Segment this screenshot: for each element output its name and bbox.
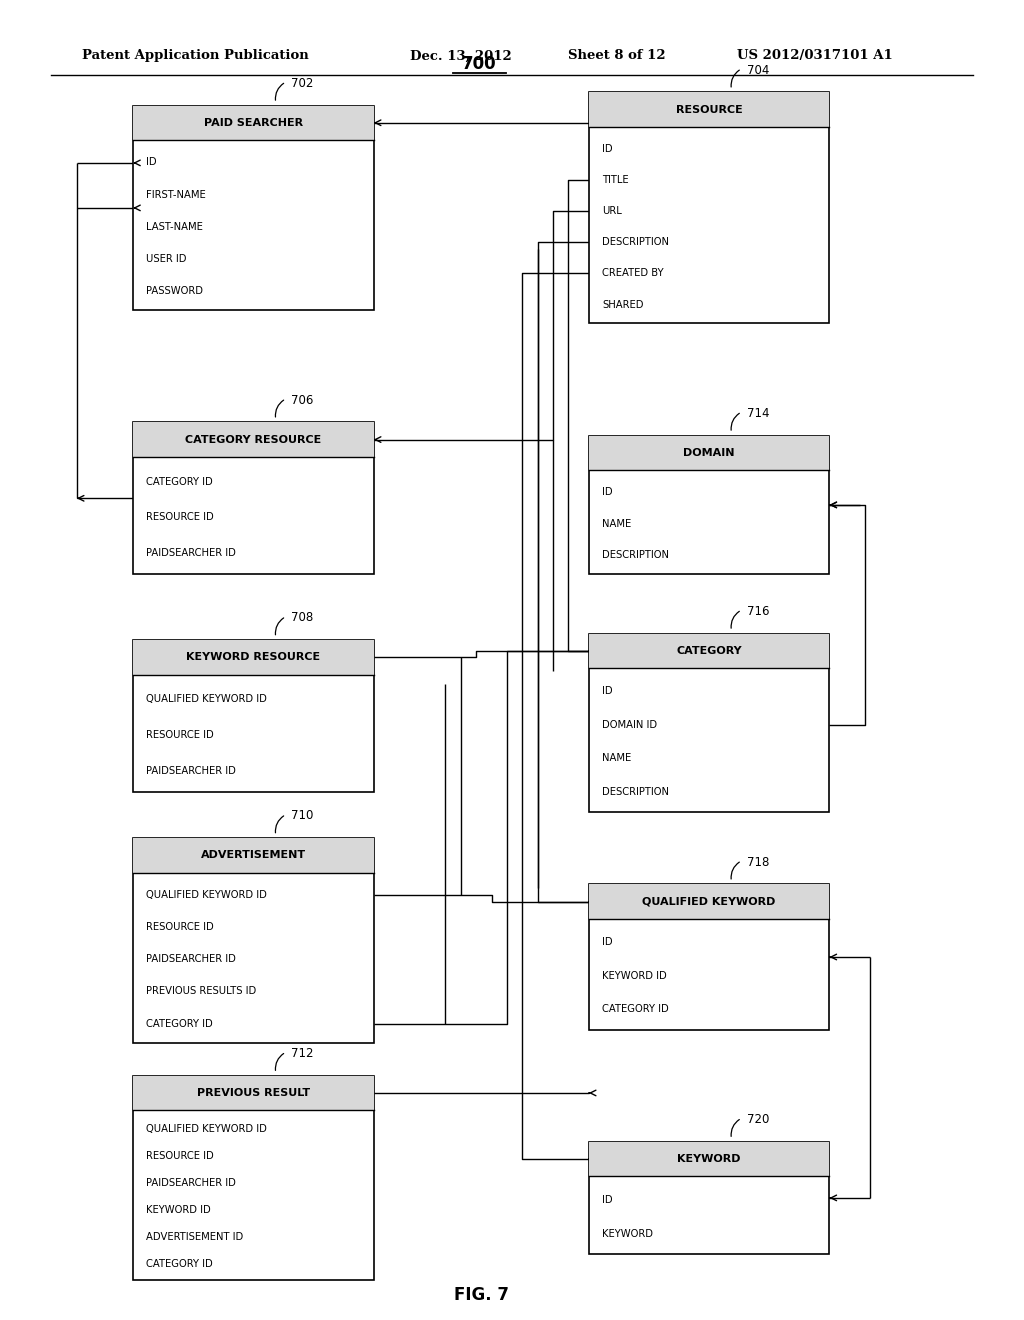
Text: DESCRIPTION: DESCRIPTION [602,238,669,247]
Bar [133,1076,374,1110]
Text: 706: 706 [291,393,313,407]
Text: RESOURCE ID: RESOURCE ID [146,923,214,932]
Text: CATEGORY: CATEGORY [676,645,742,656]
Bar [589,92,829,127]
Bar [589,92,829,323]
Text: ID: ID [602,1195,612,1205]
Text: CATEGORY ID: CATEGORY ID [146,1019,213,1028]
Text: PREVIOUS RESULT: PREVIOUS RESULT [197,1088,310,1098]
Text: FIRST-NAME: FIRST-NAME [146,190,206,199]
Text: ID: ID [602,937,612,948]
Text: QUALIFIED KEYWORD ID: QUALIFIED KEYWORD ID [146,890,267,900]
Bar [133,106,374,310]
Bar [589,634,829,668]
Text: PREVIOUS RESULTS ID: PREVIOUS RESULTS ID [146,986,257,997]
Text: ID: ID [146,157,157,168]
Bar [589,634,829,812]
Text: KEYWORD ID: KEYWORD ID [146,1205,211,1216]
Text: RESOURCE ID: RESOURCE ID [146,1151,214,1162]
Text: KEYWORD RESOURCE: KEYWORD RESOURCE [186,652,321,663]
Bar [133,640,374,792]
Text: 712: 712 [291,1047,313,1060]
Text: 702: 702 [291,77,313,90]
Bar [133,838,374,873]
Text: 710: 710 [291,809,313,822]
Bar [589,884,829,919]
Text: DOMAIN ID: DOMAIN ID [602,719,657,730]
Text: ID: ID [602,487,612,498]
Text: KEYWORD: KEYWORD [602,1229,653,1238]
Text: QUALIFIED KEYWORD: QUALIFIED KEYWORD [642,896,776,907]
Bar [589,884,829,1030]
Text: 718: 718 [746,855,769,869]
Bar [589,436,829,470]
Text: CREATED BY: CREATED BY [602,268,664,279]
Text: PAIDSEARCHER ID: PAIDSEARCHER ID [146,766,237,776]
Text: CATEGORY RESOURCE: CATEGORY RESOURCE [185,434,322,445]
Bar [133,1076,374,1280]
Text: US 2012/0317101 A1: US 2012/0317101 A1 [737,49,893,62]
Text: TITLE: TITLE [602,174,629,185]
Text: CATEGORY ID: CATEGORY ID [146,477,213,487]
Text: NAME: NAME [602,754,632,763]
Text: QUALIFIED KEYWORD ID: QUALIFIED KEYWORD ID [146,694,267,705]
Text: ADVERTISEMENT: ADVERTISEMENT [201,850,306,861]
Text: ID: ID [602,144,612,153]
Text: PAIDSEARCHER ID: PAIDSEARCHER ID [146,548,237,558]
Text: 714: 714 [746,407,769,420]
Bar [589,436,829,574]
Text: 708: 708 [291,611,313,624]
Bar [589,1142,829,1176]
Text: Patent Application Publication: Patent Application Publication [82,49,308,62]
Text: URL: URL [602,206,622,216]
Text: SHARED: SHARED [602,300,644,310]
Text: CATEGORY ID: CATEGORY ID [602,1005,669,1015]
Text: RESOURCE ID: RESOURCE ID [146,512,214,523]
Text: KEYWORD: KEYWORD [677,1154,741,1164]
Text: PASSWORD: PASSWORD [146,286,204,296]
Text: LAST-NAME: LAST-NAME [146,222,204,232]
Text: Sheet 8 of 12: Sheet 8 of 12 [568,49,666,62]
Text: 704: 704 [746,63,769,77]
Text: DOMAIN: DOMAIN [683,447,735,458]
Text: 700: 700 [462,54,497,73]
Text: DESCRIPTION: DESCRIPTION [602,550,669,560]
Text: PAIDSEARCHER ID: PAIDSEARCHER ID [146,954,237,965]
Text: 720: 720 [746,1113,769,1126]
Text: ADVERTISEMENT ID: ADVERTISEMENT ID [146,1232,244,1242]
Bar [133,640,374,675]
Text: KEYWORD ID: KEYWORD ID [602,970,667,981]
Text: QUALIFIED KEYWORD ID: QUALIFIED KEYWORD ID [146,1125,267,1134]
Text: RESOURCE ID: RESOURCE ID [146,730,214,741]
Bar [133,106,374,140]
Bar [133,422,374,457]
Bar [133,422,374,574]
Text: DESCRIPTION: DESCRIPTION [602,787,669,797]
Text: USER ID: USER ID [146,253,187,264]
Text: 716: 716 [746,605,769,618]
Text: FIG. 7: FIG. 7 [454,1286,509,1304]
Text: NAME: NAME [602,519,632,528]
Text: CATEGORY ID: CATEGORY ID [146,1259,213,1270]
Text: ID: ID [602,686,612,697]
Text: PAIDSEARCHER ID: PAIDSEARCHER ID [146,1177,237,1188]
Bar [133,838,374,1043]
Bar [589,1142,829,1254]
Text: PAID SEARCHER: PAID SEARCHER [204,117,303,128]
Text: Dec. 13, 2012: Dec. 13, 2012 [410,49,511,62]
Text: RESOURCE: RESOURCE [676,104,742,115]
